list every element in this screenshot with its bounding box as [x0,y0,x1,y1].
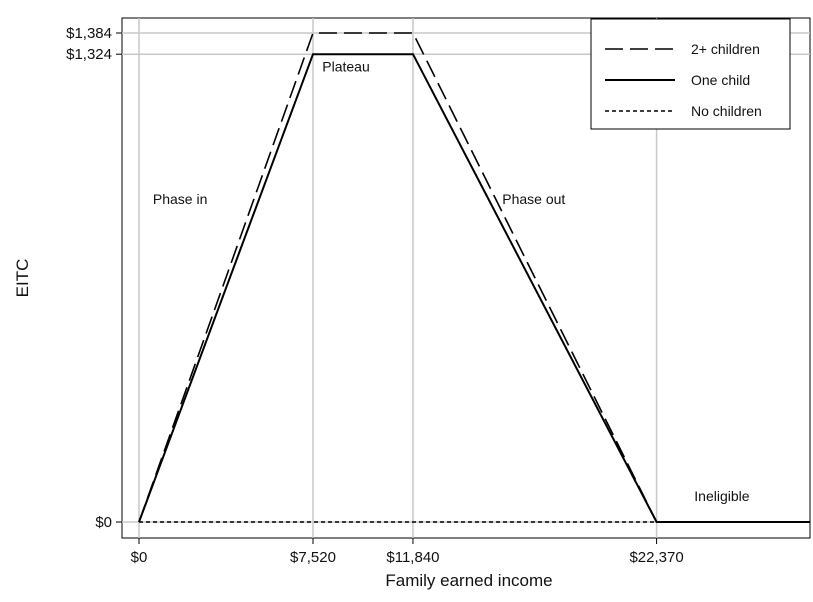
x-tick-label-7-520: $7,520 [290,549,336,566]
plot-frame [121,17,811,539]
x-axis-title: Family earned income [385,571,552,590]
legend-label-one-child: One child [691,72,750,88]
legend-label-2-children: 2+ children [691,41,760,57]
annotation-phase-out: Phase out [502,191,565,207]
x-tick-label-0: $0 [131,549,148,566]
y-axis-title: EITC [13,259,32,298]
annotation-phase-in: Phase in [153,191,207,207]
legend-box [590,18,791,130]
y-tick-label-1-384: $1,384 [66,25,112,42]
legend: 2+ children One child No children [590,18,791,130]
axes: $0 $7,520 $11,840 $22,370 $0 $1,324 $1,384 [66,25,684,566]
annotations: Phase in Plateau Phase out Ineligible [153,59,750,504]
x-tick-label-22-370: $22,370 [629,549,683,566]
y-tick-label-0: $0 [95,514,112,531]
annotation-plateau: Plateau [322,59,369,75]
series-layer [138,32,810,523]
legend-label-no-children: No children [691,103,762,119]
y-tick-label-1-324: $1,324 [66,46,112,63]
x-tick-label-11-840: $11,840 [386,549,439,566]
annotation-ineligible: Ineligible [694,488,749,504]
